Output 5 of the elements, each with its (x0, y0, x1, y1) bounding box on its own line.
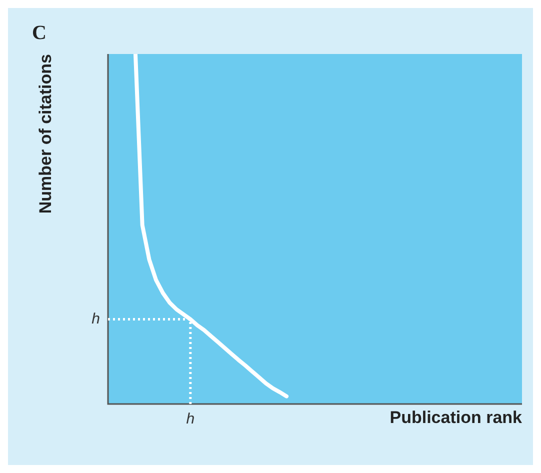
x-axis-title: Publication rank (390, 408, 523, 428)
y-axis-title: Number of citations (36, 54, 55, 214)
text: h (186, 410, 195, 428)
ref-line-label: h (92, 310, 100, 328)
chart-title: C (32, 22, 46, 44)
